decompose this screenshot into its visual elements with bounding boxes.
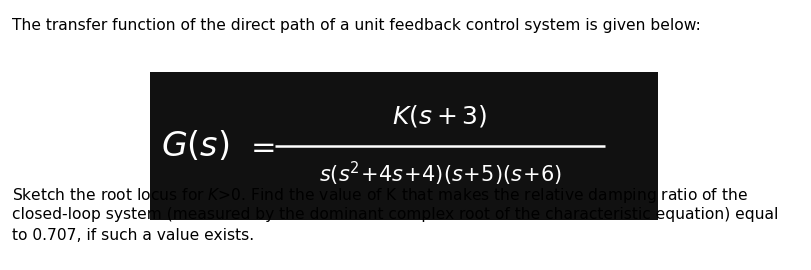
- Text: closed-loop system (measured by the dominant complex root of the characteristic : closed-loop system (measured by the domi…: [12, 207, 779, 222]
- Text: $s(s^2\!+\!4s\!+\!4)(s\!+\!5)(s\!+\!6)$: $s(s^2\!+\!4s\!+\!4)(s\!+\!5)(s\!+\!6)$: [319, 160, 561, 188]
- Text: The transfer function of the direct path of a unit feedback control system is gi: The transfer function of the direct path…: [12, 18, 701, 33]
- Text: $=$: $=$: [245, 131, 275, 160]
- Text: $K(s+3)$: $K(s+3)$: [393, 103, 487, 129]
- Text: Sketch the root locus for $K$>0. Find the value of K that makes the relative dam: Sketch the root locus for $K$>0. Find th…: [12, 186, 748, 205]
- FancyBboxPatch shape: [150, 72, 658, 220]
- Text: $\mathit{G(s)}$: $\mathit{G(s)}$: [161, 129, 230, 163]
- Text: to 0.707, if such a value exists.: to 0.707, if such a value exists.: [12, 228, 254, 243]
